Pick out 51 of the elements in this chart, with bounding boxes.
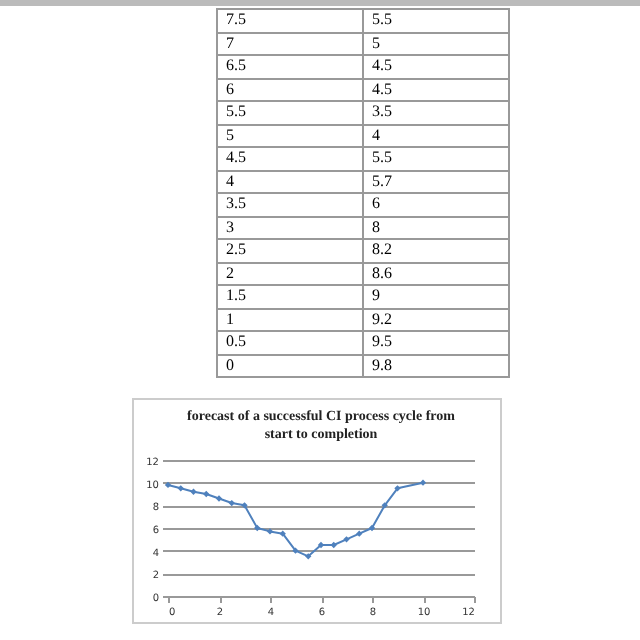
text: 3	[217, 216, 363, 239]
text: 2	[217, 262, 363, 285]
point	[241, 502, 248, 509]
point	[368, 524, 376, 532]
text: 5	[217, 124, 363, 147]
point	[343, 536, 350, 543]
text: 5	[363, 32, 509, 55]
text: 8.2	[363, 239, 509, 262]
text: 8	[363, 216, 509, 239]
text: 8.6	[363, 262, 509, 285]
point	[305, 553, 312, 560]
text: 4	[217, 170, 363, 193]
text: 4.5	[363, 78, 509, 101]
text: 4.5	[363, 55, 509, 78]
point	[254, 524, 261, 532]
text: 5.5	[217, 101, 363, 124]
text: 3.5	[363, 101, 509, 124]
text: 6.5	[217, 55, 363, 78]
text: 1.5	[217, 285, 363, 308]
point	[190, 488, 197, 495]
text: 9.5	[363, 331, 509, 354]
text: 7.5	[217, 9, 363, 32]
point	[228, 499, 235, 507]
text: 2.5	[217, 239, 363, 262]
point	[330, 541, 337, 549]
point	[356, 530, 363, 537]
text: 9.2	[363, 308, 509, 331]
text: 5.5	[363, 147, 509, 170]
point	[419, 479, 427, 486]
text: 5.7	[363, 170, 509, 193]
text: 4.5	[217, 147, 363, 170]
point	[177, 485, 184, 492]
text: 9.8	[363, 354, 509, 377]
point	[215, 495, 223, 502]
text: 7	[217, 32, 363, 55]
text: 5.5	[363, 9, 509, 32]
point	[279, 530, 286, 537]
text: 1	[217, 308, 363, 331]
point	[266, 528, 274, 535]
text: 0	[217, 354, 363, 377]
point	[292, 547, 299, 554]
point	[381, 502, 388, 509]
text: 0.5	[217, 331, 363, 354]
line-series	[164, 479, 427, 560]
text: 4	[363, 124, 509, 147]
point	[203, 490, 210, 498]
text: 6	[217, 78, 363, 101]
text: 6	[363, 193, 509, 216]
point	[394, 485, 401, 492]
text: 9	[363, 285, 509, 308]
text: 3.5	[217, 193, 363, 216]
